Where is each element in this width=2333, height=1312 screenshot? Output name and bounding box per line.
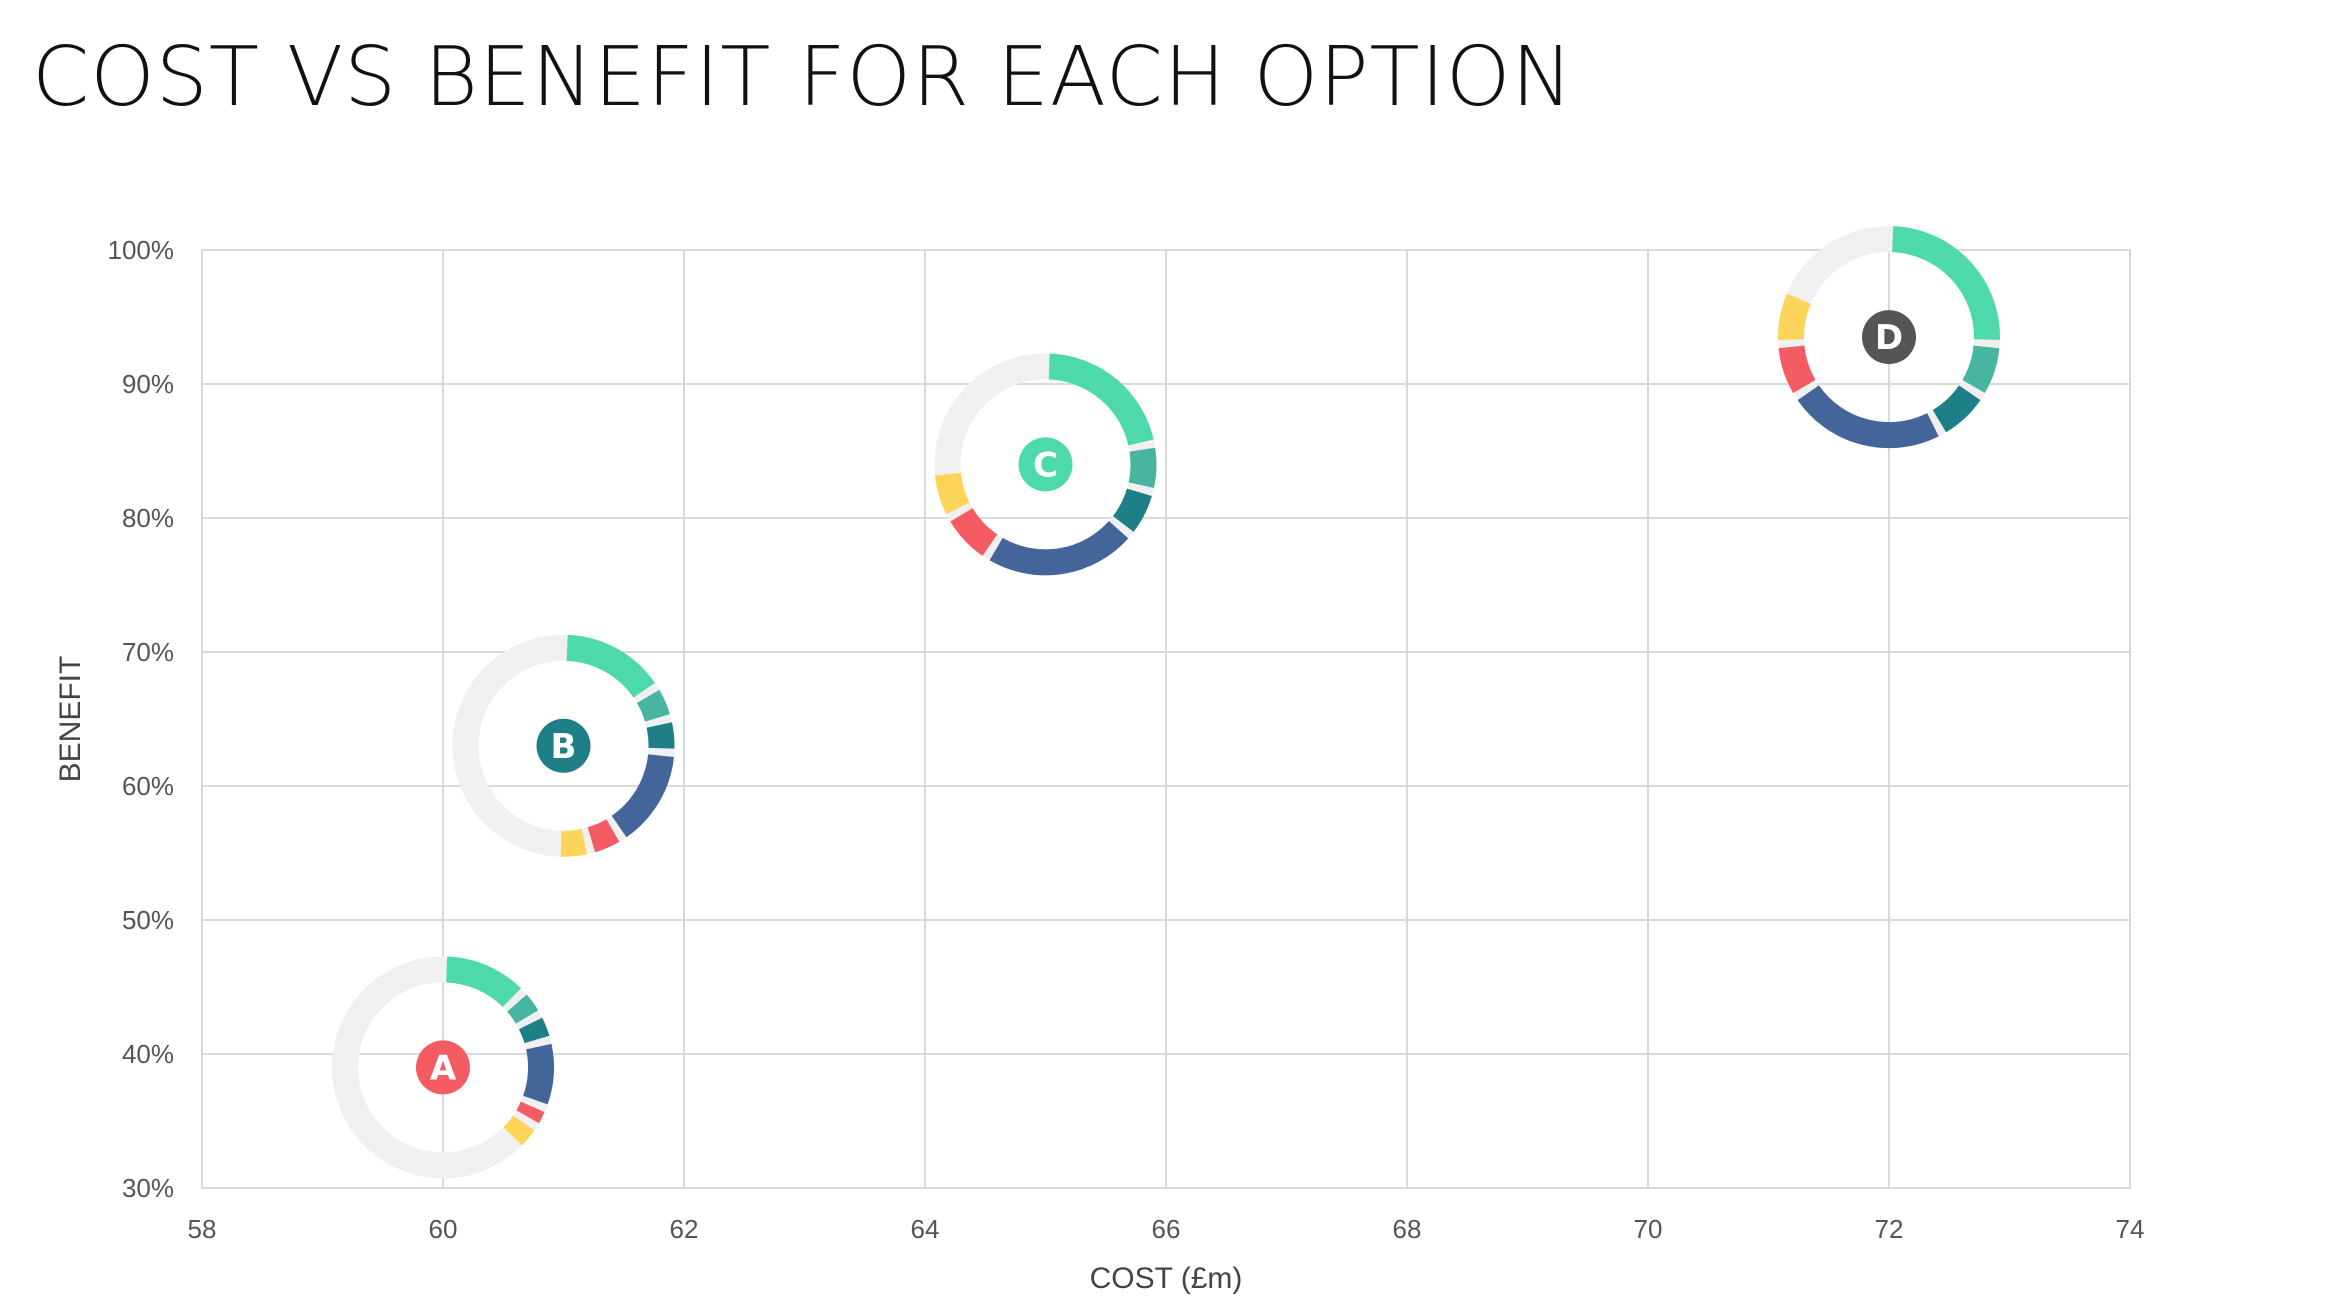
bubble-segment (1048, 353, 1154, 446)
x-tick-label: 62 (670, 1214, 699, 1244)
x-tick-label: 70 (1634, 1214, 1663, 1244)
bubble-segment (935, 472, 970, 515)
y-tick-label: 80% (122, 503, 174, 533)
bubble-label: A (430, 1048, 457, 1088)
y-tick-label: 70% (122, 637, 174, 667)
x-axis-title: COST (£m) (1090, 1262, 1243, 1295)
x-axis-ticks: 58 60 62 64 66 68 70 72 74 (188, 1214, 2145, 1244)
bubble-segment (587, 819, 620, 853)
x-tick-label: 64 (911, 1214, 940, 1244)
grid-lines (201, 249, 2131, 1189)
bubble-label: B (551, 727, 577, 767)
bubble-label: D (1875, 318, 1903, 358)
x-tick-label: 58 (188, 1214, 217, 1244)
y-tick-label: 50% (122, 905, 174, 935)
y-tick-label: 90% (122, 369, 174, 399)
bubble-label: C (1033, 445, 1058, 485)
bubble-marker (416, 1040, 470, 1095)
y-tick-label: 30% (122, 1173, 174, 1203)
bubble-segment (518, 1017, 550, 1044)
bubble-segment (1778, 293, 1811, 340)
y-tick-label: 40% (122, 1039, 174, 1069)
bubble-d: D (1778, 226, 2000, 449)
bubble-segment (646, 722, 675, 749)
y-axis-ticks: 30% 40% 50% 60% 70% 80% 90% 100% (108, 235, 175, 1203)
bubble-b: B (452, 634, 675, 857)
bubble-a: A (332, 956, 554, 1179)
bubble-segment (1891, 226, 2000, 340)
bubble-segment (1962, 345, 2000, 394)
bubble-segment (1932, 384, 1981, 433)
bubble-marker (536, 718, 591, 773)
y-axis-title: BENEFIT (54, 656, 87, 783)
bubble-segment (1797, 385, 1939, 449)
bubble-segment (1778, 345, 1816, 394)
bubble-segment (523, 1043, 554, 1105)
x-tick-label: 74 (2116, 1214, 2145, 1244)
bubble-marker (1018, 437, 1073, 492)
bubble-segment (611, 753, 674, 838)
x-tick-label: 72 (1875, 1214, 1904, 1244)
bubble-segment (1128, 447, 1157, 488)
bubble-series: A B C D (332, 226, 2000, 1179)
bubble-segment (950, 507, 998, 556)
bubble-segment (516, 1101, 545, 1124)
bubble-segment (1112, 488, 1152, 532)
bubble-segment (445, 956, 521, 1008)
bubble-segment (989, 520, 1129, 576)
bubble-segment (566, 634, 655, 698)
bubble-segment (560, 828, 588, 857)
bubble-segment (503, 1115, 535, 1146)
y-tick-label: 100% (108, 235, 175, 265)
x-tick-label: 68 (1393, 1214, 1422, 1244)
bubble-marker (1862, 310, 1916, 365)
x-tick-label: 66 (1152, 1214, 1181, 1244)
plot-area-border (201, 249, 2131, 1189)
bubble-c: C (934, 353, 1157, 576)
bubble-segment (636, 689, 670, 722)
y-tick-label: 60% (122, 771, 174, 801)
bubble-segment (506, 994, 539, 1024)
x-tick-label: 60 (429, 1214, 458, 1244)
chart-title: COST VS BENEFIT FOR EACH OPTION (32, 30, 1574, 125)
